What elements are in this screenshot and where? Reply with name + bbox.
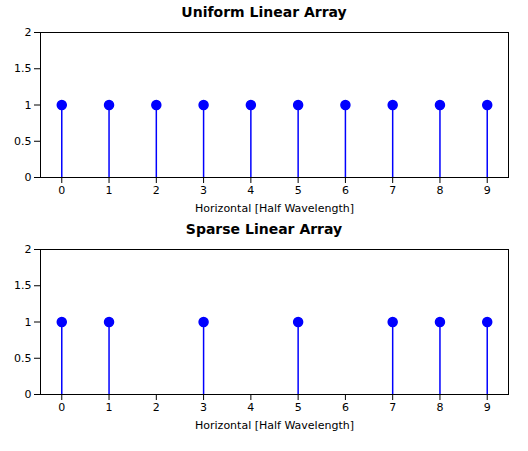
svg-text:0.5: 0.5 [14,135,32,148]
svg-text:0: 0 [58,184,65,197]
svg-text:2: 2 [153,184,160,197]
svg-text:1.5: 1.5 [14,62,32,75]
svg-text:4: 4 [247,401,254,414]
html-text:Sparse Linear Array: Sparse Linear Array [185,221,343,237]
svg-text:0.5: 0.5 [14,352,32,365]
svg-text:1: 1 [25,316,32,329]
svg-text:1.5: 1.5 [14,279,32,292]
svg-text:1: 1 [25,99,32,112]
svg-text:0: 0 [25,171,32,184]
svg-text:9: 9 [484,184,491,197]
svg-text:0: 0 [58,401,65,414]
svg-text:2: 2 [25,26,32,39]
svg-text:2: 2 [153,401,160,414]
html-text:Uniform Linear Array: Uniform Linear Array [181,4,347,20]
svg-text:8: 8 [436,401,443,414]
svg-text:Horizontal [Half Wavelength]: Horizontal [Half Wavelength] [195,202,354,215]
svg-text:3: 3 [200,401,207,414]
svg-text:6: 6 [342,184,349,197]
svg-text:8: 8 [436,184,443,197]
svg-text:4: 4 [247,184,254,197]
svg-text:5: 5 [295,401,302,414]
svg-text:1: 1 [106,184,113,197]
svg-text:7: 7 [389,401,396,414]
svg-text:3: 3 [200,184,207,197]
svg-text:9: 9 [484,401,491,414]
svg-text:0: 0 [25,388,32,401]
svg-text:5: 5 [295,184,302,197]
svg-text:7: 7 [389,184,396,197]
svg-text:1: 1 [106,401,113,414]
svg-text:Horizontal [Half Wavelength]: Horizontal [Half Wavelength] [195,419,354,432]
svg-text:6: 6 [342,401,349,414]
svg-text:2: 2 [25,243,32,256]
